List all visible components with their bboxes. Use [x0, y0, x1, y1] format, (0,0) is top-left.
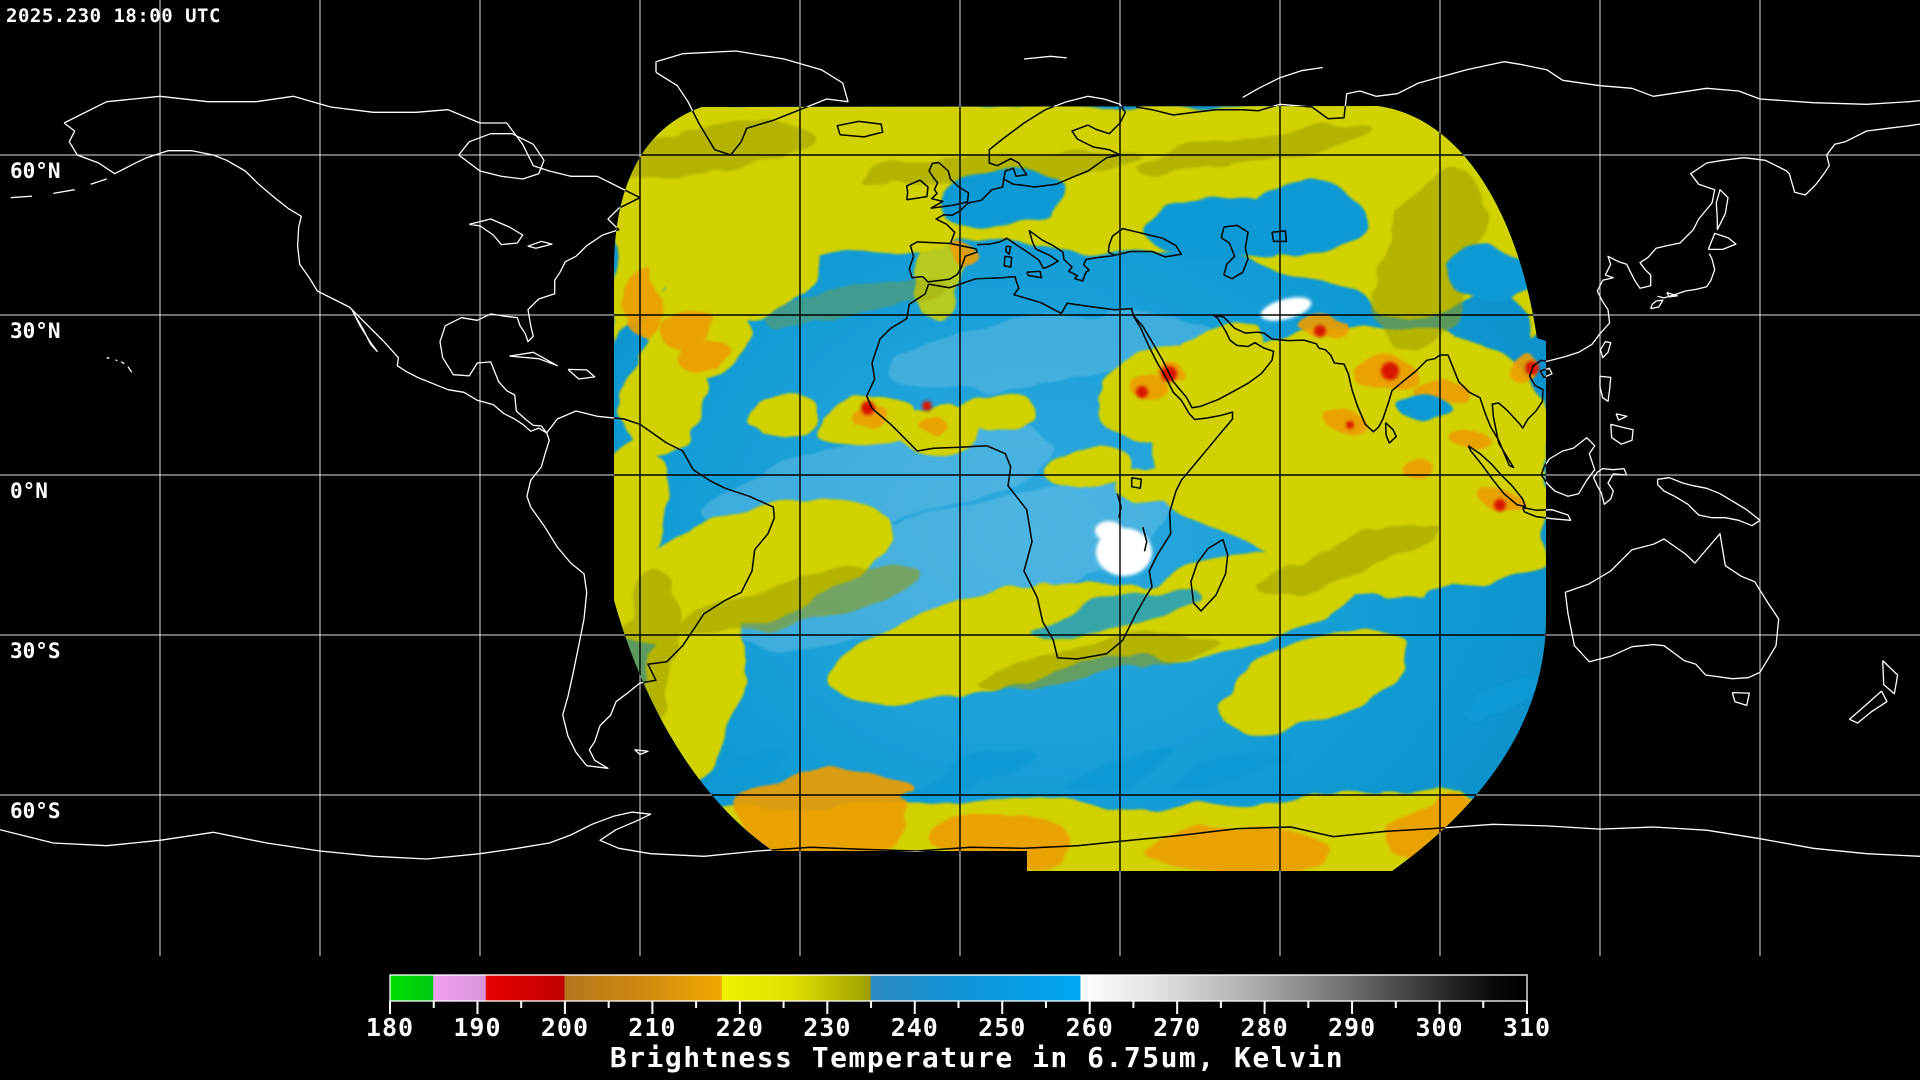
colorbar-tick-label: 190 [453, 1013, 501, 1042]
disk-overlay [0, 0, 1920, 956]
colorbar-tick-label: 260 [1066, 1013, 1114, 1042]
colorbar-tick-label: 230 [803, 1013, 851, 1042]
coastline-path [614, 106, 1546, 860]
colorbar-tick-label: 310 [1503, 1013, 1551, 1042]
colorbar-tick-label: 300 [1415, 1013, 1463, 1042]
colorbar-tick-label: 200 [541, 1013, 589, 1042]
latitude-label: 0°N [10, 479, 48, 503]
colorbar-title: Brightness Temperature in 6.75um, Kelvin [610, 1041, 1344, 1074]
latitude-labels: 60°N 30°N 0°N 30°S 60°S [10, 159, 61, 823]
colorbar-tick-label: 180 [366, 1013, 414, 1042]
colorbar-tick-label: 220 [716, 1013, 764, 1042]
satellite-disk [614, 106, 1546, 871]
timestamp-text: 2025.230 18:00 UTC [6, 5, 221, 27]
latitude-label: 30°N [10, 319, 61, 343]
colorbar-tick-label: 210 [628, 1013, 676, 1042]
disk-coastlines [614, 106, 1546, 860]
disk-graticule [0, 0, 1920, 956]
latitude-label: 30°S [10, 639, 61, 663]
colorbar-tick-label: 290 [1328, 1013, 1376, 1042]
colorbar: 180 190 200 210 220 230 240 250 260 270 280 290 300 3… [366, 974, 1551, 1074]
latitude-label: 60°S [10, 799, 61, 823]
colorbar-tick-label: 240 [891, 1013, 939, 1042]
colorbar-tick-label: 250 [978, 1013, 1026, 1042]
latitude-label: 60°N [10, 159, 61, 183]
colorbar-tick-labels: 180 190 200 210 220 230 240 250 260 270 280 290 300 3… [366, 1013, 1551, 1042]
colorbar-tick-label: 280 [1241, 1013, 1289, 1042]
colorbar-ticks [389, 1001, 1528, 1014]
colorbar-bar [389, 974, 1528, 1002]
colorbar-tick-label: 270 [1153, 1013, 1201, 1042]
disk-clouds-red [861, 325, 1539, 511]
disk-clouds-white [1095, 297, 1312, 576]
